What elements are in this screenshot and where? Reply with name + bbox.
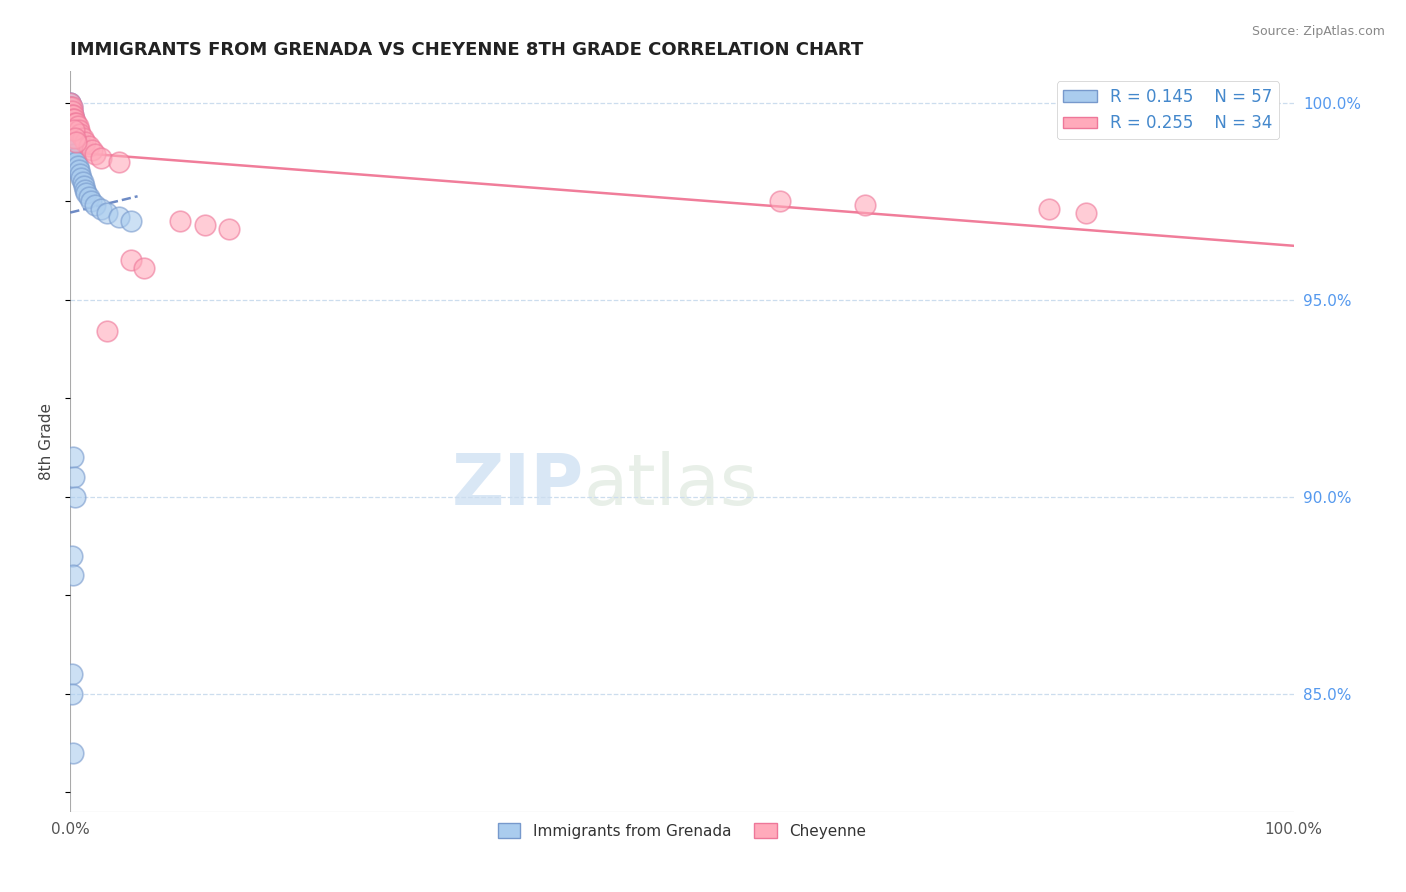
Point — [63, 490, 86, 504]
Point — [59, 95, 82, 110]
Point — [59, 115, 82, 129]
Text: atlas: atlas — [583, 451, 758, 520]
Point — [194, 218, 217, 232]
Point — [90, 202, 112, 217]
Point — [121, 253, 143, 268]
Point — [1038, 202, 1060, 217]
Point — [63, 131, 86, 145]
Point — [60, 115, 83, 129]
Point — [96, 206, 118, 220]
Point — [63, 112, 86, 126]
Point — [63, 120, 86, 134]
Point — [65, 128, 87, 142]
Point — [59, 100, 82, 114]
Point — [62, 112, 84, 126]
Point — [65, 123, 87, 137]
Point — [77, 190, 100, 204]
Point — [60, 666, 83, 681]
Point — [60, 687, 83, 701]
Point — [80, 194, 103, 209]
Point — [70, 170, 93, 185]
Text: IMMIGRANTS FROM GRENADA VS CHEYENNE 8TH GRADE CORRELATION CHART: IMMIGRANTS FROM GRENADA VS CHEYENNE 8TH … — [70, 41, 863, 59]
Point — [169, 214, 191, 228]
Point — [66, 159, 89, 173]
Point — [62, 115, 84, 129]
Point — [77, 139, 100, 153]
Point — [60, 139, 83, 153]
Point — [83, 147, 105, 161]
Point — [67, 123, 90, 137]
Point — [60, 120, 83, 134]
Point — [63, 115, 86, 129]
Y-axis label: 8th Grade: 8th Grade — [39, 403, 55, 480]
Legend: Immigrants from Grenada, Cheyenne: Immigrants from Grenada, Cheyenne — [492, 816, 872, 845]
Point — [108, 210, 131, 224]
Point — [65, 155, 87, 169]
Point — [59, 95, 82, 110]
Text: ZIP: ZIP — [451, 451, 583, 520]
Point — [59, 100, 82, 114]
Point — [1074, 206, 1097, 220]
Point — [60, 549, 83, 563]
Point — [60, 112, 83, 126]
Point — [63, 115, 86, 129]
Point — [60, 108, 83, 122]
Point — [65, 115, 87, 129]
Point — [90, 151, 112, 165]
Point — [63, 115, 86, 129]
Point — [67, 135, 90, 149]
Point — [218, 222, 240, 236]
Point — [59, 95, 82, 110]
Point — [60, 100, 83, 114]
Point — [63, 120, 86, 134]
Point — [73, 135, 96, 149]
Point — [855, 198, 877, 212]
Point — [96, 324, 118, 338]
Point — [59, 108, 82, 122]
Point — [59, 103, 82, 118]
Point — [62, 746, 84, 760]
Point — [65, 135, 87, 149]
Point — [63, 470, 86, 484]
Point — [108, 155, 131, 169]
Point — [62, 108, 84, 122]
Point — [62, 112, 84, 126]
Point — [62, 108, 84, 122]
Text: Source: ZipAtlas.com: Source: ZipAtlas.com — [1251, 25, 1385, 38]
Point — [69, 128, 91, 142]
Point — [60, 103, 83, 118]
Point — [67, 162, 90, 177]
Point — [82, 143, 104, 157]
Point — [121, 214, 143, 228]
Point — [63, 123, 86, 137]
Point — [60, 100, 83, 114]
Point — [63, 112, 86, 126]
Point — [769, 194, 792, 209]
Point — [66, 131, 89, 145]
Point — [63, 147, 86, 161]
Point — [62, 450, 84, 465]
Point — [59, 112, 82, 126]
Point — [66, 120, 89, 134]
Point — [72, 175, 94, 189]
Point — [62, 120, 84, 134]
Point — [73, 178, 96, 193]
Point — [62, 143, 84, 157]
Point — [69, 167, 91, 181]
Point — [75, 186, 97, 201]
Point — [59, 100, 82, 114]
Point — [72, 131, 94, 145]
Point — [63, 151, 86, 165]
Point — [60, 103, 83, 118]
Point — [62, 568, 84, 582]
Point — [60, 108, 83, 122]
Point — [73, 182, 96, 196]
Point — [83, 198, 105, 212]
Point — [132, 261, 155, 276]
